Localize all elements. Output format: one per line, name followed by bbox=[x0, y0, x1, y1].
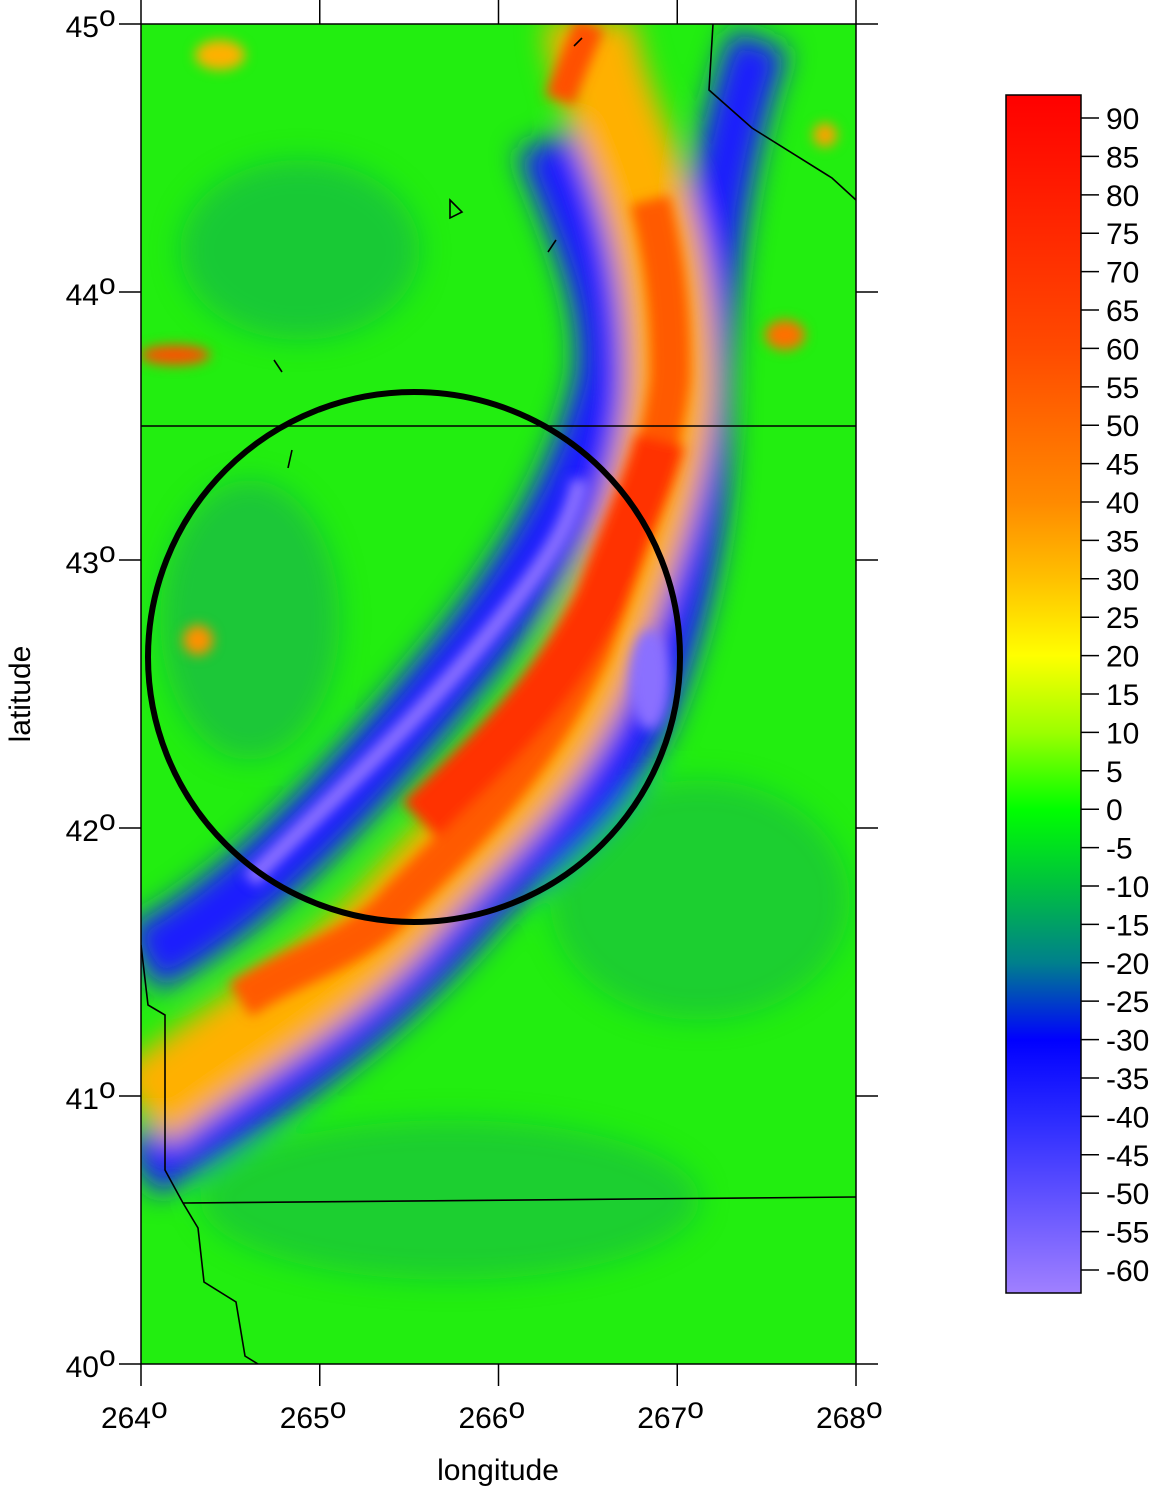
colorbar-tick-label: 90 bbox=[1106, 103, 1139, 136]
x-tick-label: 267 bbox=[637, 1402, 687, 1435]
x-tick-label: 266 bbox=[458, 1402, 508, 1435]
colorbar-tick-label: 15 bbox=[1106, 679, 1139, 712]
colorbar-tick-label: 75 bbox=[1106, 218, 1139, 251]
colorbar-tick-label: -25 bbox=[1106, 986, 1149, 1019]
x-tick-degree: o bbox=[866, 1392, 883, 1425]
colorbar-tick-label: -10 bbox=[1106, 871, 1149, 904]
y-tick-degree: o bbox=[99, 536, 116, 569]
colorbar-tick-label: 45 bbox=[1106, 449, 1139, 482]
boundary-line bbox=[141, 944, 259, 1364]
x-axis-title: longitude bbox=[437, 1454, 559, 1487]
map-overlay bbox=[141, 24, 856, 1364]
study-area-circle bbox=[145, 389, 683, 925]
x-tick-label: 265 bbox=[280, 1402, 330, 1435]
boundary-line bbox=[449, 198, 464, 220]
colorbar-tick-label: 10 bbox=[1106, 717, 1139, 750]
y-tick-label: 40 bbox=[66, 1351, 99, 1384]
boundary-line bbox=[182, 1196, 856, 1204]
colorbar-tick-label: 55 bbox=[1106, 372, 1139, 405]
colorbar-tick-label: 0 bbox=[1106, 794, 1123, 827]
y-tick-label: 45 bbox=[66, 11, 99, 44]
colorbar-tick-label: 35 bbox=[1106, 525, 1139, 558]
colorbar-tick-label: -60 bbox=[1106, 1255, 1149, 1288]
colorbar-tick-label: -55 bbox=[1106, 1217, 1149, 1250]
colorbar-tick-label: -40 bbox=[1106, 1101, 1149, 1134]
colorbar: 908580757065605550454035302520151050-5-1… bbox=[1005, 94, 1149, 1294]
colorbar-tick-label: 5 bbox=[1106, 756, 1123, 789]
x-tick-label: 264 bbox=[101, 1402, 151, 1435]
y-tick-degree: o bbox=[99, 268, 116, 301]
colorbar-tick-label: -50 bbox=[1106, 1178, 1149, 1211]
y-axis-title: latitude bbox=[4, 646, 37, 743]
colorbar-tick-label: 25 bbox=[1106, 602, 1139, 635]
colorbar-tick-label: -45 bbox=[1106, 1140, 1149, 1173]
anomaly-field bbox=[141, 24, 856, 1364]
colorbar-tick-label: 30 bbox=[1106, 564, 1139, 597]
y-tick-label: 43 bbox=[66, 547, 99, 580]
colorbar-tick-label: -20 bbox=[1106, 948, 1149, 981]
colorbar-tick-label: 85 bbox=[1106, 141, 1139, 174]
colorbar-tick-label: 65 bbox=[1106, 295, 1139, 328]
colorbar-tick-label: 80 bbox=[1106, 180, 1139, 213]
colorbar-tick-label: 40 bbox=[1106, 487, 1139, 520]
y-tick-label: 41 bbox=[66, 1083, 99, 1116]
x-tick-degree: o bbox=[687, 1392, 704, 1425]
x-tick-degree: o bbox=[330, 1392, 347, 1425]
y-tick-degree: o bbox=[99, 1072, 116, 1105]
boundary-line bbox=[573, 37, 583, 47]
boundary-line bbox=[708, 24, 856, 201]
boundary-line bbox=[547, 239, 557, 253]
y-tick-degree: o bbox=[99, 804, 116, 837]
colorbar-tick-label: -30 bbox=[1106, 1025, 1149, 1058]
boundary-line bbox=[273, 359, 283, 373]
y-tick-label: 42 bbox=[66, 815, 99, 848]
x-tick-degree: o bbox=[151, 1392, 168, 1425]
colorbar-tick-label: 60 bbox=[1106, 333, 1139, 366]
y-tick-degree: o bbox=[99, 1340, 116, 1373]
y-tick-degree: o bbox=[99, 0, 116, 33]
colorbar-tick-label: 70 bbox=[1106, 257, 1139, 290]
colorbar-tick-label: -35 bbox=[1106, 1063, 1149, 1096]
colorbar-scale bbox=[1005, 94, 1082, 1294]
x-tick-label: 268 bbox=[816, 1402, 866, 1435]
y-tick-label: 44 bbox=[66, 279, 99, 312]
colorbar-tick-label: 20 bbox=[1106, 641, 1139, 674]
colorbar-tick-label: -5 bbox=[1106, 833, 1133, 866]
x-tick-degree: o bbox=[509, 1392, 526, 1425]
colorbar-tick-label: -15 bbox=[1106, 909, 1149, 942]
colorbar-tick-label: 50 bbox=[1106, 410, 1139, 443]
axes: 264 o 265 o 266 o 267 o 268 o40 o41 o42 o43 o44 o45 olo… bbox=[4, 0, 883, 1487]
boundary-line bbox=[287, 449, 293, 469]
